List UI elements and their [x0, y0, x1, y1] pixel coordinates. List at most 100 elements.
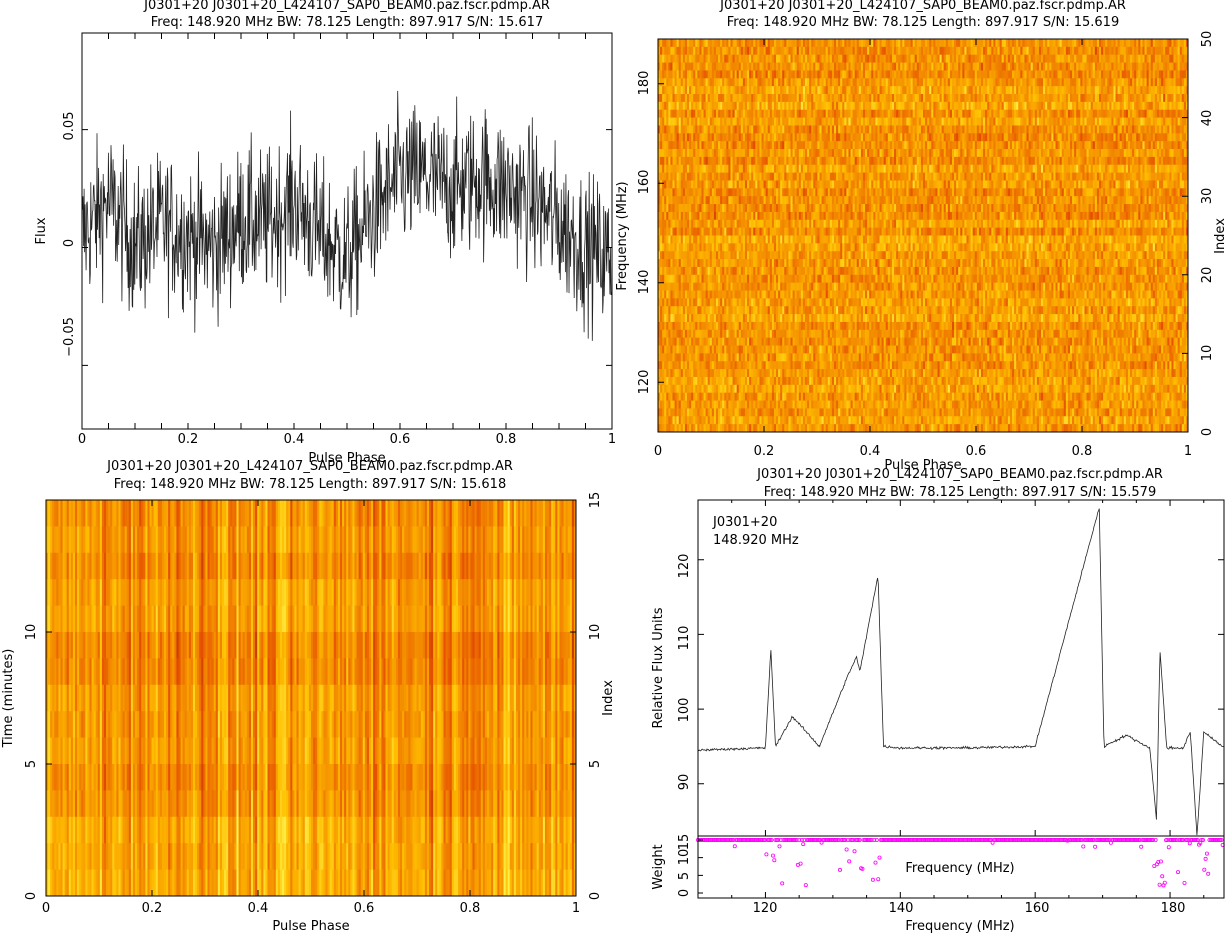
freq-phase-cell [956, 54, 959, 63]
freq-phase-cell [891, 39, 895, 48]
freq-phase-cell [931, 39, 934, 48]
freq-phase-cell [732, 78, 735, 87]
freq-phase-cell [1078, 39, 1081, 48]
freq-phase-cell [956, 62, 959, 71]
freq-phase-cell [1152, 39, 1156, 48]
freq-phase-cell [693, 39, 696, 48]
freq-phase-cell [941, 70, 945, 79]
freq-phase-cell [1134, 39, 1137, 48]
freq-phase-cell [802, 70, 806, 79]
freq-phase-cell [728, 78, 731, 87]
freq-phase-cell [1016, 46, 1019, 56]
freq-phase-cell [889, 78, 893, 87]
freq-phase-cell [1038, 54, 1042, 63]
freq-phase-cell [902, 39, 905, 48]
freq-phase-cell [900, 78, 903, 87]
freq-phase-cell [1107, 46, 1110, 56]
freq-phase-cell [871, 46, 874, 56]
freq-phase-cell [883, 39, 887, 48]
freq-phase-cell [964, 39, 967, 48]
freq-phase-cell [819, 39, 822, 48]
freq-phase-cell [827, 78, 831, 87]
freq-phase-cell [1156, 39, 1160, 48]
freq-phase-cell [755, 70, 758, 79]
freq-phase-cell [929, 70, 932, 79]
freq-phase-cell [941, 54, 945, 63]
freq-phase-cell [1088, 70, 1092, 79]
freq-phase-cell [780, 46, 783, 56]
freq-phase-cell [1115, 62, 1119, 71]
freq-phase-cell [724, 39, 727, 48]
freq-phase-cell [1061, 70, 1065, 79]
freq-phase-cell [1132, 54, 1135, 63]
freq-phase-cell [949, 54, 953, 63]
freq-phase-cell [726, 70, 729, 79]
freq-phase-cell [1105, 70, 1108, 79]
freq-phase-cell [715, 54, 719, 63]
freq-phase-cell [1105, 54, 1108, 63]
freq-phase-cell [1059, 46, 1063, 56]
freq-phase-cell [937, 54, 940, 63]
freq-phase-cell [1032, 54, 1036, 63]
freq-phase-cell [724, 78, 727, 87]
freq-phase-cell [707, 46, 711, 56]
freq-phase-cell [974, 78, 978, 87]
freq-phase-cell [776, 46, 779, 56]
freq-phase-cell [1121, 46, 1125, 56]
freq-phase-cell [877, 78, 880, 87]
freq-phase-cell [1059, 54, 1063, 63]
freq-phase-cell [1001, 39, 1005, 48]
freq-phase-cell [678, 70, 682, 79]
freq-phase-cell [802, 62, 806, 71]
freq-phase-cell [1138, 70, 1141, 79]
freq-phase-cell [1109, 62, 1112, 71]
freq-phase-cell [862, 46, 866, 56]
freq-phase-cell [875, 39, 878, 48]
freq-phase-cell [1113, 62, 1116, 71]
freq-phase-cell [937, 39, 940, 48]
freq-phase-cell [660, 54, 663, 63]
freq-phase-cell [1167, 70, 1170, 79]
freq-phase-cell [809, 62, 812, 71]
freq-phase-cell [1161, 46, 1164, 56]
profile-ytick-1: 0 [62, 239, 77, 247]
freq-phase-cell [1092, 54, 1096, 63]
freq-phase-cell [771, 54, 775, 63]
freq-phase-cell [757, 39, 760, 48]
freq-phase-cell [689, 78, 692, 87]
freq-phase-cell [958, 78, 961, 87]
freq-phase-cell [1051, 62, 1054, 71]
freq-phase-cell [999, 62, 1003, 71]
freq-phase-cell [939, 70, 943, 79]
freq-phase-cell [761, 39, 764, 48]
freq-phase-cell [792, 78, 796, 87]
freq-phase-cell [879, 39, 882, 48]
freq-phase-cell [794, 78, 798, 87]
freq-phase-cell [1125, 62, 1129, 71]
freq-phase-cell [968, 70, 972, 79]
freq-phase-cell [976, 54, 980, 63]
freq-phase-cell [1123, 54, 1127, 63]
freq-phase-cell [1123, 70, 1127, 79]
freq-phase-cell [680, 78, 684, 87]
freq-phase-cell [1001, 46, 1005, 56]
freq-phase-cell [887, 39, 891, 48]
freq-phase-cell [968, 78, 972, 87]
freq-phase-cell [798, 46, 802, 56]
freq-phase-cell [867, 54, 870, 63]
freq-phase-cell [1007, 70, 1011, 79]
freq-phase-cell [968, 54, 972, 63]
freq-phase-cell [773, 70, 777, 79]
freq-phase-cell [664, 39, 667, 48]
freq-phase-cell [914, 54, 918, 63]
freq-phase-cell [689, 62, 692, 71]
freq-phase-cell [722, 46, 725, 56]
freq-phase-cell [1055, 70, 1058, 79]
freq-phase-cell [658, 54, 661, 63]
freq-phase-cell [927, 62, 930, 71]
freq-phase-cell [773, 78, 777, 87]
freq-phase-cell [811, 54, 814, 63]
freq-phase-cell [871, 54, 874, 63]
freq-phase-cell [662, 62, 665, 71]
freq-phase-cell [1034, 54, 1038, 63]
